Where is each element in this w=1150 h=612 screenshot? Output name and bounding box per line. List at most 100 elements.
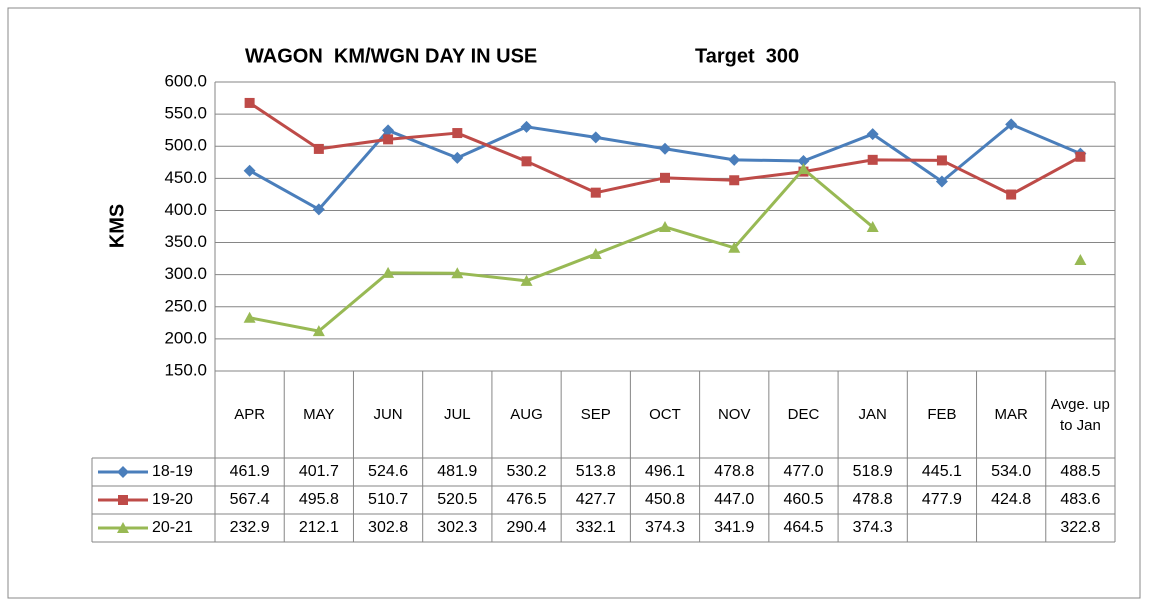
data-label: 534.0 (991, 463, 1031, 480)
y-tick-label: 400.0 (164, 200, 207, 219)
marker (589, 248, 602, 260)
y-axis-label: KMS (106, 204, 128, 248)
marker (797, 163, 810, 175)
x-tick-label-box: JUL (444, 406, 471, 423)
x-tick-label-box: DEC (787, 406, 820, 423)
data-label: 478.8 (853, 491, 893, 508)
marker (452, 128, 463, 139)
data-label: 332.1 (576, 519, 616, 536)
x-tick-label: OCT (649, 406, 681, 423)
data-label: 518.9 (853, 463, 893, 480)
marker (659, 220, 671, 232)
marker (589, 131, 602, 144)
y-tick-label: 550.0 (164, 104, 207, 123)
data-label: 445.1 (922, 463, 962, 480)
data-label: 481.9 (437, 463, 477, 480)
data-label: 477.0 (783, 463, 823, 480)
data-label: 476.5 (507, 491, 547, 508)
marker (243, 164, 256, 177)
data-label: 424.8 (991, 491, 1031, 508)
chart-title: WAGON KM/WGN DAY IN USE (245, 45, 537, 67)
data-label: 530.2 (507, 463, 547, 480)
x-tick-label-box: SEP (580, 406, 611, 423)
marker (729, 175, 740, 186)
x-tick-label: MAY (303, 406, 335, 423)
marker (520, 120, 533, 133)
data-label: 374.3 (853, 519, 893, 536)
chart-subtitle: Target 300 (695, 45, 799, 67)
marker (521, 156, 532, 167)
marker (382, 266, 395, 278)
x-tick-label: JAN (858, 406, 887, 423)
marker (1074, 254, 1087, 266)
marker (660, 172, 670, 183)
x-tick-label-box: FEB (927, 406, 957, 423)
y-tick-label: 300.0 (164, 264, 207, 283)
data-label: 495.8 (299, 491, 339, 508)
marker (797, 154, 810, 167)
x-tick-label-box: MAR (994, 406, 1028, 423)
y-tick-label: 500.0 (164, 136, 207, 155)
data-label: 460.5 (783, 491, 823, 508)
marker (520, 274, 533, 286)
marker (312, 325, 325, 337)
y-tick-label: 600.0 (164, 71, 207, 90)
legend-marker (117, 466, 129, 478)
data-label: 447.0 (714, 491, 754, 508)
data-label: 483.6 (1060, 491, 1100, 508)
marker (1006, 189, 1017, 200)
marker (1075, 151, 1086, 162)
marker (866, 128, 879, 141)
x-tick-label: AUG (510, 406, 543, 423)
x-tick-label: FEB (927, 406, 957, 423)
data-label: 478.8 (714, 463, 754, 480)
x-tick-label-box: AUG (510, 406, 543, 423)
marker (728, 153, 741, 166)
data-label: 513.8 (576, 463, 616, 480)
data-label: 450.8 (645, 491, 685, 508)
x-tick-label: MAR (994, 406, 1028, 423)
x-tick-label: APR (234, 406, 266, 423)
data-label: 567.4 (230, 491, 270, 508)
data-label: 461.9 (230, 463, 270, 480)
data-label: 374.3 (645, 519, 685, 536)
marker (936, 155, 947, 166)
data-label: 477.9 (922, 491, 962, 508)
x-tick-label-box: JUN (373, 406, 402, 423)
y-tick-label: 150.0 (164, 360, 207, 379)
marker (383, 134, 394, 145)
x-tick-label: SEP (580, 406, 611, 423)
x-tick-label: NOV (717, 406, 751, 423)
marker (244, 97, 255, 108)
data-label: 510.7 (368, 491, 408, 508)
marker (867, 154, 878, 165)
data-label: 496.1 (645, 463, 685, 480)
x-tick-label-box: JAN (858, 406, 887, 423)
y-tick-label: 450.0 (164, 168, 207, 187)
marker (451, 267, 464, 279)
y-tick-label: 350.0 (164, 232, 207, 251)
data-label: 464.5 (783, 519, 823, 536)
x-tick-label: DEC (787, 406, 820, 423)
x-tick-label-box: NOV (717, 406, 751, 423)
marker (313, 143, 324, 154)
marker (935, 175, 948, 188)
marker (312, 203, 325, 216)
data-label: 302.3 (437, 519, 477, 536)
data-label: 401.7 (299, 463, 339, 480)
marker (659, 142, 671, 155)
legend-marker (118, 495, 128, 505)
marker (382, 124, 395, 137)
legend-label: 18-19 (152, 463, 193, 480)
x-tick-label-box: Avge. up to Jan (1051, 396, 1110, 434)
marker (451, 151, 464, 164)
data-label: 520.5 (437, 491, 477, 508)
y-tick-label: 200.0 (164, 328, 207, 347)
data-label: 232.9 (230, 519, 270, 536)
chart-border (7, 7, 1141, 599)
data-label: 322.8 (1060, 519, 1100, 536)
x-tick-label-box: APR (234, 406, 266, 423)
data-label: 341.9 (714, 519, 754, 536)
marker (728, 241, 741, 253)
